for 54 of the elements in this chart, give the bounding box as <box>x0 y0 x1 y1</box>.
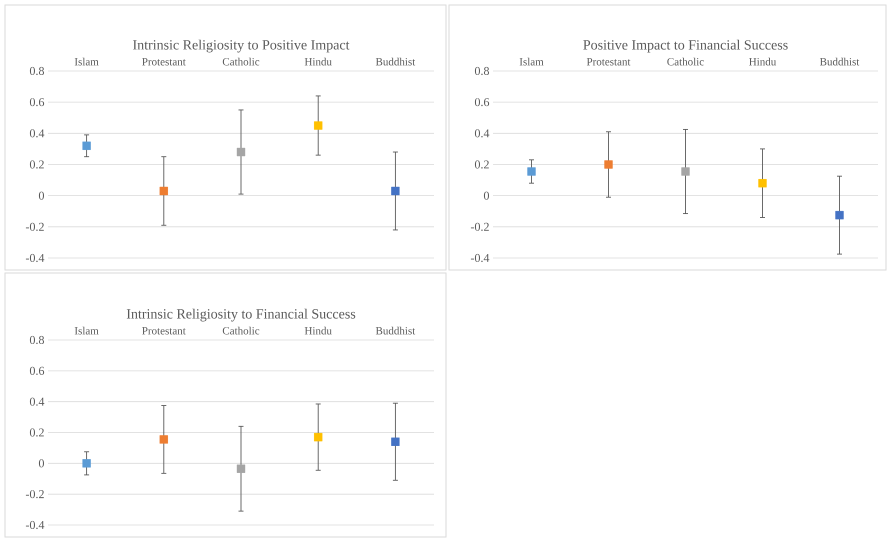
point <box>160 435 168 444</box>
y-tick-label: 0.6 <box>30 366 44 375</box>
y-tick-label: 0.2 <box>30 428 44 437</box>
y-tick-label: 0.8 <box>30 66 44 76</box>
y-tick-label: -0.4 <box>470 254 490 262</box>
y-tick-label: -0.2 <box>26 222 44 231</box>
x-tick-label: Hindu <box>304 58 332 66</box>
point <box>82 142 91 150</box>
x-tick-label: Hindu <box>304 326 332 334</box>
point <box>604 160 613 169</box>
x-tick-label: Islam <box>520 58 544 66</box>
y-tick-label: 0.6 <box>30 98 44 106</box>
x-tick-label: Buddhist <box>820 58 860 66</box>
x-tick-label: Buddhist <box>376 58 416 66</box>
point <box>681 167 690 176</box>
point <box>391 186 400 196</box>
y-tick-label: 0 <box>484 192 490 200</box>
chart-title: Intrinsic Religiosity to Positive Impact <box>133 40 350 52</box>
point <box>835 210 844 220</box>
y-tick-label: 0 <box>38 459 44 468</box>
y-tick-label: -0.4 <box>26 254 44 262</box>
y-tick-label: 0.8 <box>30 336 44 344</box>
x-tick-label: Catholic <box>222 326 260 334</box>
y-tick-label: 0.2 <box>474 160 489 169</box>
y-tick-label: -0.2 <box>26 490 44 498</box>
chart-title: Positive Impact to Financial Success <box>583 40 788 52</box>
y-tick-label: 0.6 <box>474 98 490 106</box>
y-tick-label: 0.4 <box>30 129 44 138</box>
point <box>314 432 322 442</box>
x-tick-label: Islam <box>74 326 99 334</box>
y-tick-label: 0.2 <box>30 160 44 169</box>
y-tick-label: 0.8 <box>474 66 490 76</box>
x-tick-label: Protestant <box>586 58 630 66</box>
point <box>391 438 400 446</box>
chart-title: Intrinsic Religiosity to Financial Success <box>126 308 356 322</box>
y-tick-label: 0.4 <box>30 398 44 406</box>
y-tick-label: 0 <box>38 192 44 200</box>
point <box>160 186 168 196</box>
point <box>527 167 536 176</box>
x-tick-label: Protestant <box>142 58 186 66</box>
y-tick-label: -0.4 <box>26 520 44 530</box>
point <box>236 464 246 473</box>
x-tick-label: Protestant <box>142 327 186 334</box>
x-tick-label: Catholic <box>667 58 704 66</box>
point <box>758 178 767 188</box>
point <box>236 148 246 156</box>
y-tick-label: -0.2 <box>470 222 489 231</box>
point <box>314 121 322 130</box>
point <box>82 459 91 468</box>
x-tick-label: Hindu <box>749 58 776 66</box>
x-tick-label: Buddhist <box>376 326 416 334</box>
x-tick-label: Catholic <box>222 58 260 66</box>
x-tick-label: Islam <box>74 58 99 66</box>
y-tick-label: 0.4 <box>474 129 490 138</box>
